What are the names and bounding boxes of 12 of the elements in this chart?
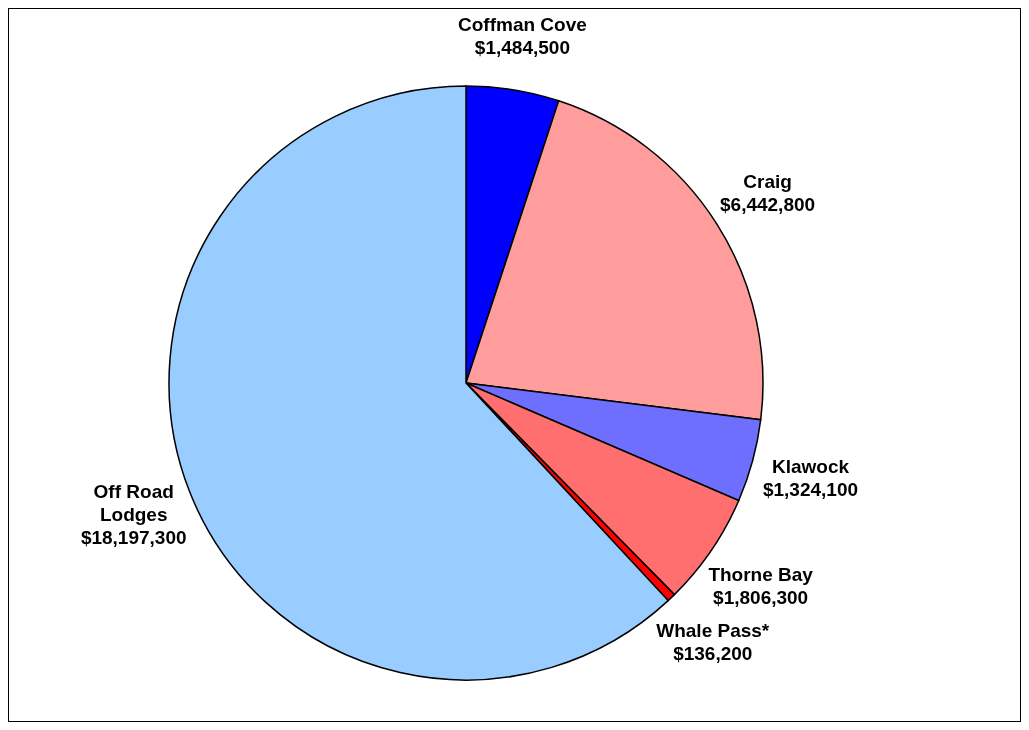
slice-label: Off Road Lodges <box>93 481 174 526</box>
slice-label: Craig <box>743 170 792 192</box>
data-label: $1,324,100 <box>762 478 859 500</box>
data-label: $1,806,300 <box>713 586 809 608</box>
data-label: $18,197,300 <box>80 527 187 549</box>
slice-label: Thorne Bay <box>708 563 814 585</box>
data-label: $6,442,800 <box>720 193 816 215</box>
slice-label: Klawock <box>771 455 850 477</box>
data-label: $1,484,500 <box>474 37 570 58</box>
data-label: $136,200 <box>673 642 753 664</box>
slice-label: Whale Pass* <box>656 619 770 641</box>
slice-label: Coffman Cove <box>458 14 587 35</box>
